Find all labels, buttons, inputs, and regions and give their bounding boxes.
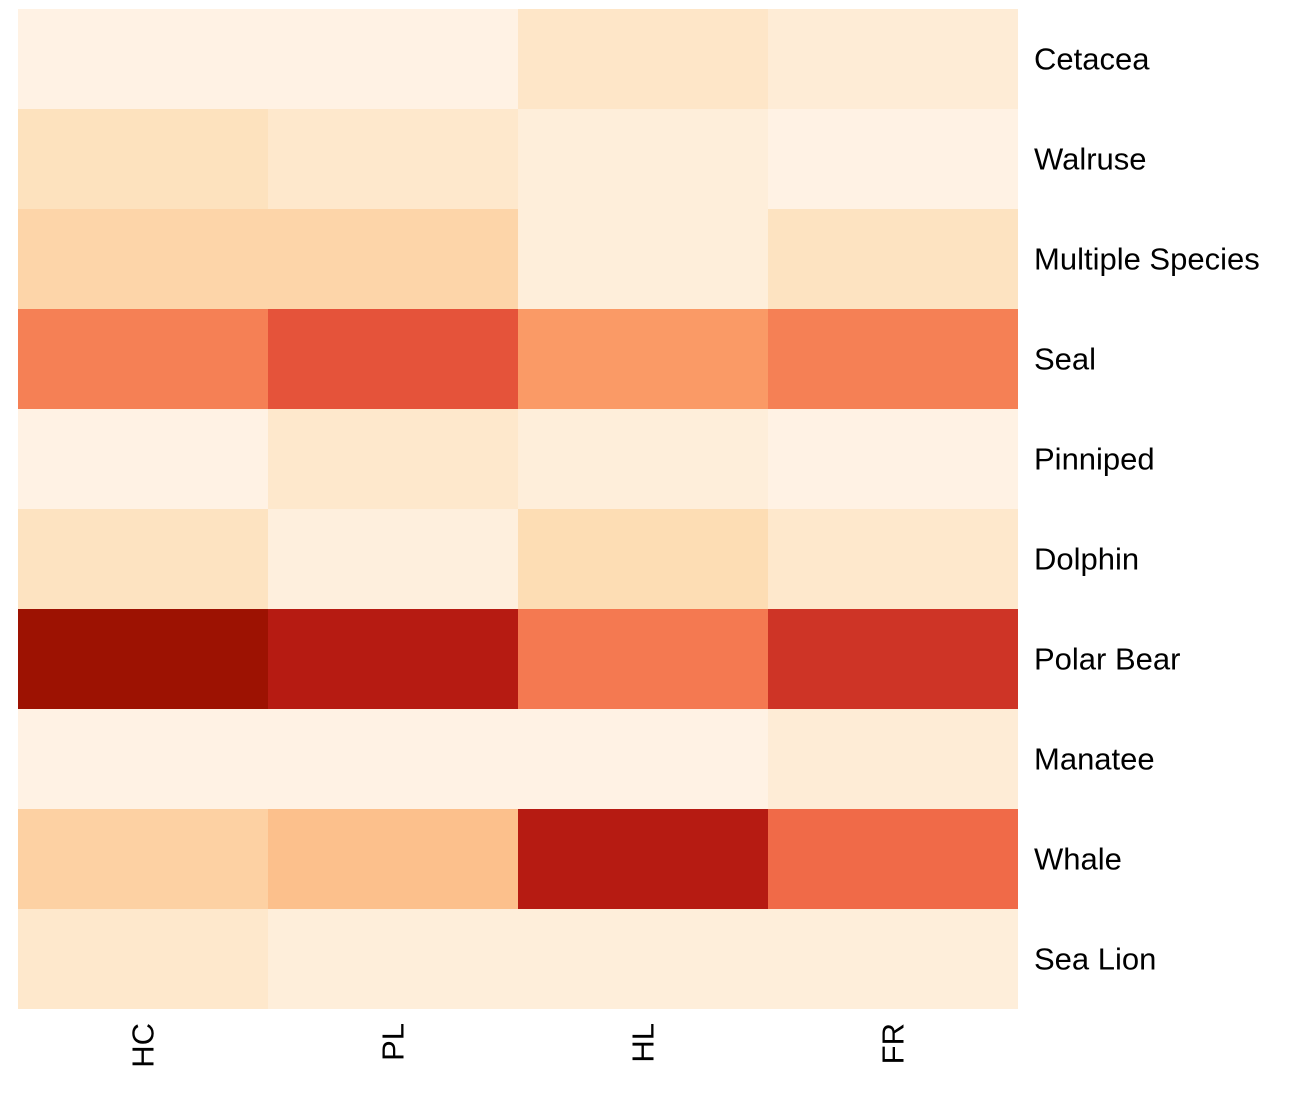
heatmap-cell xyxy=(518,109,768,209)
row-label: Polar Bear xyxy=(1034,642,1180,677)
heatmap-cell xyxy=(268,609,518,709)
heatmap-cell xyxy=(268,509,518,609)
heatmap-cell xyxy=(18,109,268,209)
heatmap-cell xyxy=(18,9,268,109)
heatmap-cell xyxy=(768,609,1018,709)
heatmap-cell xyxy=(18,809,268,909)
column-labels: HC PL HL FR xyxy=(126,1023,911,1068)
heatmap-cell xyxy=(768,809,1018,909)
heatmap-cell xyxy=(518,609,768,709)
heatmap-cell xyxy=(18,609,268,709)
heatmap-cell xyxy=(268,209,518,309)
heatmap-cell xyxy=(268,709,518,809)
heatmap-cell xyxy=(268,809,518,909)
row-label: Pinniped xyxy=(1034,442,1155,477)
heatmap-cell xyxy=(768,709,1018,809)
heatmap-cell xyxy=(768,409,1018,509)
heatmap-cell xyxy=(268,409,518,509)
heatmap-cell xyxy=(768,9,1018,109)
row-label: Dolphin xyxy=(1034,542,1139,577)
heatmap-cell xyxy=(518,709,768,809)
row-labels: Cetacea Walruse Multiple Species Seal Pinnip… xyxy=(1034,42,1260,977)
heatmap-cell xyxy=(518,309,768,409)
heatmap-cell xyxy=(768,209,1018,309)
heatmap-cell xyxy=(268,909,518,1009)
heatmap-cell xyxy=(768,109,1018,209)
row-label: Sea Lion xyxy=(1034,942,1156,977)
row-label: Walruse xyxy=(1034,142,1147,177)
row-label: Cetacea xyxy=(1034,42,1150,77)
heatmap-cells xyxy=(18,9,1018,1009)
column-label: HC xyxy=(126,1023,161,1068)
heatmap-cell xyxy=(518,9,768,109)
row-label: Seal xyxy=(1034,342,1096,377)
column-label: FR xyxy=(876,1023,911,1064)
heatmap-cell xyxy=(268,9,518,109)
heatmap-cell xyxy=(518,209,768,309)
heatmap-cell xyxy=(518,509,768,609)
heatmap-cell xyxy=(18,209,268,309)
heatmap-cell xyxy=(268,109,518,209)
heatmap-cell xyxy=(268,309,518,409)
heatmap-cell xyxy=(518,909,768,1009)
heatmap-cell xyxy=(18,909,268,1009)
column-label: PL xyxy=(376,1023,411,1061)
heatmap-cell xyxy=(768,909,1018,1009)
row-label: Whale xyxy=(1034,842,1122,877)
heatmap-cell xyxy=(18,509,268,609)
row-label: Manatee xyxy=(1034,742,1155,777)
heatmap-cell xyxy=(18,409,268,509)
heatmap-cell xyxy=(768,309,1018,409)
heatmap-cell xyxy=(18,309,268,409)
heatmap-cell xyxy=(518,409,768,509)
heatmap-cell xyxy=(768,509,1018,609)
heatmap-cell xyxy=(18,709,268,809)
column-label: HL xyxy=(626,1023,661,1063)
heatmap-cell xyxy=(518,809,768,909)
row-label: Multiple Species xyxy=(1034,242,1260,277)
